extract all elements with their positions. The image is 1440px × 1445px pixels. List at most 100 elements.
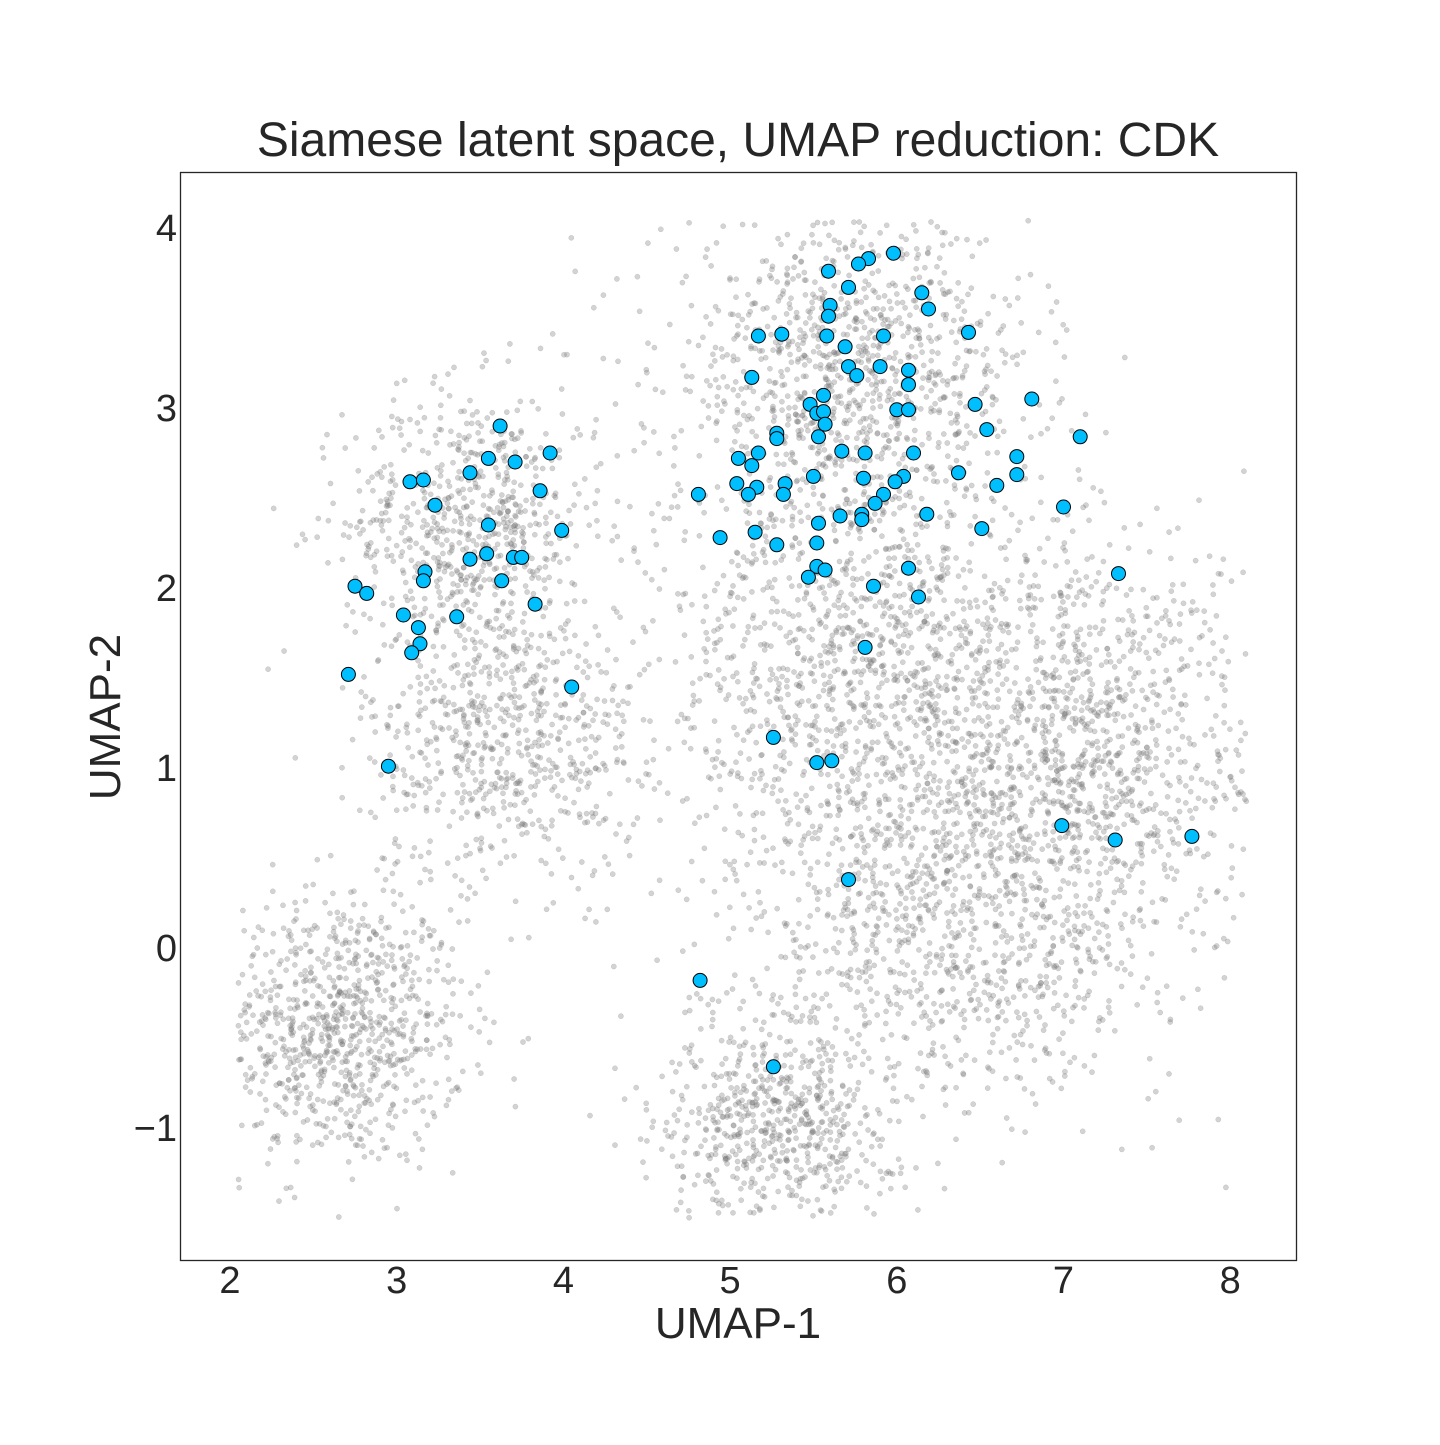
background-point [398,997,405,1004]
background-point [618,557,625,563]
background-point [326,993,333,1000]
background-point [826,688,833,694]
background-point [389,1101,396,1108]
background-point [1073,594,1080,600]
background-point [363,550,370,557]
background-point [855,738,861,745]
background-point [888,574,895,581]
background-point [309,1026,316,1033]
background-point [1076,476,1083,483]
background-point [933,837,939,844]
background-point [445,478,451,485]
background-point [725,692,732,698]
background-point [945,743,951,750]
background-point [861,285,867,292]
background-point [419,921,426,928]
background-point [734,594,741,601]
background-point [372,977,379,983]
background-point [392,482,399,488]
background-point [391,963,397,970]
background-point [877,642,883,649]
background-point [356,977,363,984]
background-point [925,250,931,257]
background-point [424,1000,431,1007]
background-point [394,858,401,865]
background-point [860,791,867,797]
background-point [290,996,297,1003]
background-point [983,723,990,729]
background-point [388,1006,395,1013]
background-point [958,632,965,639]
background-point [880,635,886,642]
background-point [578,859,585,865]
background-point [830,415,837,422]
background-point [947,630,953,637]
background-point [647,718,653,724]
background-point [703,671,710,678]
background-point [945,923,952,930]
background-point [764,323,771,330]
background-point [967,567,974,574]
background-point [365,975,371,981]
background-point [824,738,831,745]
background-point [500,799,507,805]
background-point [374,658,381,664]
background-point [236,1056,242,1063]
background-point [436,589,442,595]
background-point [1143,769,1150,776]
background-point [868,747,875,753]
background-point [450,808,456,815]
background-point [800,373,807,380]
background-point [375,961,382,967]
background-point [417,1009,423,1015]
background-point [498,509,504,516]
background-point [1188,646,1194,653]
background-point [771,576,778,583]
background-point [990,498,997,505]
background-point [798,518,805,524]
background-point [1042,819,1049,826]
background-point [824,376,830,383]
background-point [312,975,318,982]
background-point [970,678,977,684]
background-point [404,1157,410,1164]
background-point [521,610,528,617]
background-point [1060,878,1067,884]
background-point [803,756,810,763]
background-point [916,625,923,632]
background-point [288,937,295,944]
background-point [338,1037,344,1043]
background-point [953,295,960,302]
background-point [932,382,939,388]
background-point [449,571,455,577]
background-point [402,929,409,936]
background-point [720,374,727,380]
background-point [786,319,793,326]
background-point [319,444,326,451]
background-point [287,1005,293,1012]
background-point [910,969,917,976]
background-point [850,609,857,616]
background-point [1013,878,1020,884]
background-point [422,789,429,796]
background-point [789,544,796,551]
background-point [916,559,923,566]
background-point [352,1142,359,1148]
background-point [519,660,526,667]
background-point [918,608,924,614]
background-point [258,1120,265,1126]
background-point [476,533,482,540]
background-point [889,496,896,503]
background-point [423,1013,429,1019]
background-point [966,460,972,467]
background-point [864,335,871,341]
background-point [835,269,842,276]
background-point [312,1052,318,1059]
background-point [385,517,392,524]
background-point [789,522,795,529]
background-point [529,500,536,507]
background-point [821,590,827,596]
background-point [532,771,539,777]
background-point [259,1012,266,1018]
background-point [1141,779,1148,785]
